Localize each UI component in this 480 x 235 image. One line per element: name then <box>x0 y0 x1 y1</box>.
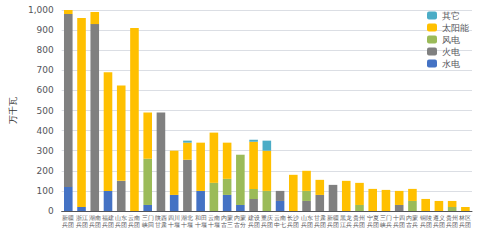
svg-text:三门: 三门 <box>380 214 392 221</box>
svg-text:陕西: 陕西 <box>155 214 167 221</box>
svg-text:古兵: 古兵 <box>406 221 418 228</box>
svg-text:甘肃: 甘肃 <box>314 214 326 221</box>
svg-text:风电: 风电 <box>442 35 460 45</box>
svg-text:山东: 山东 <box>301 214 313 221</box>
svg-text:500: 500 <box>36 106 53 116</box>
svg-text:十堰: 十堰 <box>168 221 180 228</box>
svg-text:300: 300 <box>36 146 53 156</box>
svg-text:十堰: 十堰 <box>195 221 207 228</box>
svg-text:太阳能: 太阳能 <box>442 23 469 33</box>
svg-text:兵团: 兵团 <box>446 221 458 228</box>
svg-text:100: 100 <box>36 186 53 196</box>
svg-text:十堰: 十堰 <box>208 221 220 228</box>
svg-text:铜陵: 铜陵 <box>419 214 432 221</box>
svg-text:兵团: 兵团 <box>314 221 326 228</box>
svg-text:三门: 三门 <box>142 214 154 221</box>
svg-text:重庆: 重庆 <box>261 214 273 221</box>
svg-text:建设: 建设 <box>247 214 260 221</box>
svg-text:兵团: 兵团 <box>367 221 379 228</box>
svg-text:兵团: 兵团 <box>420 221 432 228</box>
svg-text:其它: 其它 <box>442 11 460 21</box>
svg-text:兵团: 兵团 <box>128 221 140 228</box>
svg-text:峡兵: 峡兵 <box>380 221 392 228</box>
svg-text:400: 400 <box>36 126 53 136</box>
svg-text:兵团: 兵团 <box>433 221 445 228</box>
svg-text:600: 600 <box>36 85 53 95</box>
svg-text:兵团: 兵团 <box>261 221 273 228</box>
svg-text:江兵: 江兵 <box>340 221 352 228</box>
svg-text:遵义: 遵义 <box>433 214 445 221</box>
svg-text:兵团: 兵团 <box>393 221 405 228</box>
svg-text:内蒙: 内蒙 <box>406 214 418 221</box>
svg-text:兵团: 兵团 <box>353 221 365 228</box>
svg-text:峡回: 峡回 <box>142 221 154 228</box>
svg-text:兵团: 兵团 <box>287 221 299 228</box>
svg-text:0: 0 <box>48 206 54 216</box>
svg-text:云南: 云南 <box>128 214 140 221</box>
svg-text:800: 800 <box>36 45 53 55</box>
svg-text:兵团: 兵团 <box>248 221 260 228</box>
svg-text:长沙: 长沙 <box>287 214 299 221</box>
svg-text:林区: 林区 <box>458 214 471 221</box>
svg-text:兵团: 兵团 <box>89 221 101 228</box>
svg-text:700: 700 <box>36 65 53 75</box>
svg-text:云南: 云南 <box>208 214 220 221</box>
svg-text:中七: 中七 <box>274 221 286 228</box>
svg-text:湖南: 湖南 <box>89 214 101 221</box>
svg-text:900: 900 <box>36 25 53 35</box>
svg-text:兵团: 兵团 <box>62 221 74 228</box>
svg-text:新疆: 新疆 <box>327 214 339 221</box>
svg-text:十四: 十四 <box>393 214 405 221</box>
svg-text:兵团: 兵团 <box>76 221 88 228</box>
svg-text:新疆: 新疆 <box>62 214 74 221</box>
svg-text:云南: 云南 <box>274 214 286 221</box>
svg-text:四川: 四川 <box>168 214 180 221</box>
svg-text:贵州: 贵州 <box>446 214 459 221</box>
svg-text:贵州: 贵州 <box>353 214 366 221</box>
svg-text:内蒙: 内蒙 <box>234 214 246 221</box>
svg-text:水电: 水电 <box>442 59 460 69</box>
svg-text:万千瓦: 万千瓦 <box>8 97 18 124</box>
svg-text:200: 200 <box>36 166 53 176</box>
svg-text:甘肃: 甘肃 <box>155 221 167 228</box>
svg-text:古分: 古分 <box>234 221 246 228</box>
svg-text:兵团: 兵团 <box>115 221 127 228</box>
svg-text:湖北: 湖北 <box>181 214 193 221</box>
svg-text:古三: 古三 <box>221 221 233 228</box>
svg-text:兵团: 兵团 <box>459 221 471 228</box>
svg-text:兵团: 兵团 <box>327 221 339 228</box>
svg-text:浙江: 浙江 <box>76 214 88 221</box>
svg-text:福建: 福建 <box>102 214 114 221</box>
svg-text:十堰: 十堰 <box>181 221 193 228</box>
svg-text:兵团: 兵团 <box>102 221 114 228</box>
svg-text:内蒙: 内蒙 <box>221 214 233 221</box>
svg-text:1,000: 1,000 <box>28 5 54 15</box>
svg-text:火电: 火电 <box>442 47 460 57</box>
svg-text:黑龙: 黑龙 <box>340 214 352 221</box>
svg-text:山东: 山东 <box>115 214 127 221</box>
svg-text:宁夏: 宁夏 <box>367 214 379 221</box>
svg-text:兵团: 兵团 <box>301 221 313 228</box>
svg-text:和田: 和田 <box>195 214 207 221</box>
